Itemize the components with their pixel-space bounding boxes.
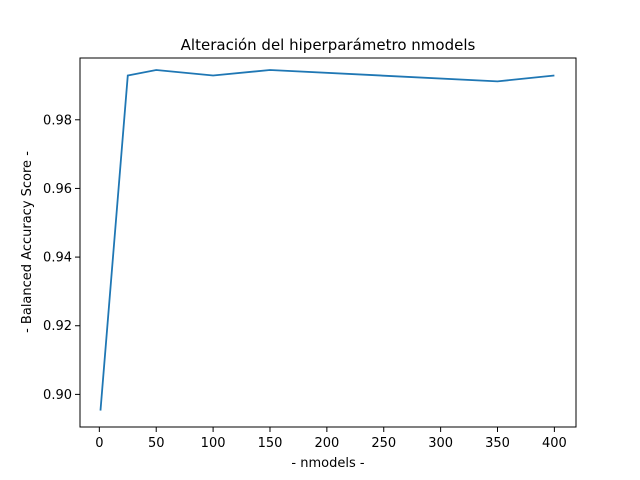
x-tick-label: 0: [95, 436, 103, 451]
y-tick-label: 0.90: [43, 388, 72, 403]
y-tick-label: 0.92: [43, 319, 72, 334]
x-tick-label: 50: [148, 436, 165, 451]
x-tick-label: 300: [428, 436, 453, 451]
y-tick-label: 0.98: [43, 113, 72, 128]
x-tick-label: 150: [258, 436, 283, 451]
x-tick-label: 350: [485, 436, 510, 451]
x-tick-label: 100: [201, 436, 226, 451]
x-tick-label: 250: [371, 436, 396, 451]
series-line: [99, 69, 555, 411]
x-tick-label: 200: [314, 436, 339, 451]
y-axis-label: - Balanced Accuracy Score -: [20, 151, 35, 333]
y-tick-label: 0.94: [43, 251, 72, 266]
x-tick-label: 400: [542, 436, 567, 451]
x-axis-ticks: 0 50 100 150 200 250 300 350 400: [95, 427, 567, 451]
x-axis-label: - nmodels -: [291, 456, 364, 471]
y-axis-ticks: 0.90 0.92 0.94 0.96 0.98: [43, 113, 80, 403]
chart-title: Alteración del hiperparámetro nmodels: [181, 36, 476, 54]
y-tick-label: 0.96: [43, 182, 72, 197]
plot-area-frame: [79, 57, 577, 428]
